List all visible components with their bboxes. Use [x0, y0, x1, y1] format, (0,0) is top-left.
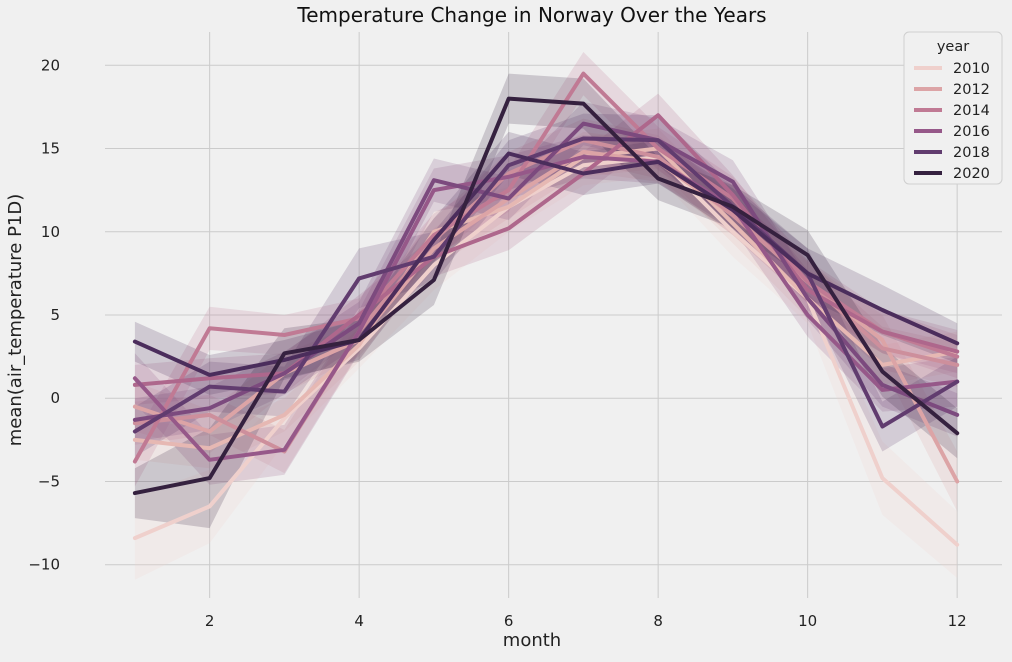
- axis-ticks: 2 4 6 8 10 12 −10 −5 0 5 10 15 20: [28, 56, 966, 630]
- legend-label-2020: 2020: [953, 166, 990, 182]
- series-line-2017: [132, 121, 960, 422]
- y-tick-label: 5: [50, 306, 60, 324]
- y-tick-label: −5: [38, 472, 60, 490]
- legend-label-2010: 2010: [953, 61, 990, 77]
- legend: year 2010 2012 2014 2016 2018 2020: [903, 31, 1003, 185]
- x-tick-label: 2: [205, 612, 215, 630]
- x-tick-label: 6: [504, 612, 514, 630]
- legend-label-2012: 2012: [953, 82, 990, 98]
- y-tick-label: 15: [41, 140, 60, 158]
- series-line-2016: [132, 154, 960, 462]
- series-line-2011: [132, 146, 960, 451]
- series-line-2018: [132, 136, 960, 434]
- series-lines: [132, 71, 960, 547]
- y-axis-label: mean(air_temperature P1D): [5, 194, 26, 447]
- x-axis-label: month: [503, 630, 561, 651]
- x-tick-label: 4: [354, 612, 364, 630]
- series-line-2013: [132, 138, 960, 454]
- legend-title: year: [937, 39, 969, 55]
- ci-band-2018: [134, 113, 958, 457]
- series-line-2014: [132, 71, 960, 464]
- legend-label-2014: 2014: [953, 103, 990, 119]
- legend-label-2016: 2016: [953, 124, 990, 140]
- y-tick-label: 10: [41, 223, 60, 241]
- x-tick-label: 10: [798, 612, 817, 630]
- y-tick-label: −10: [28, 556, 60, 574]
- chart-title: Temperature Change in Norway Over the Ye…: [296, 3, 766, 27]
- y-tick-label: 20: [41, 56, 60, 74]
- legend-label-2018: 2018: [953, 145, 990, 161]
- series-line-2019: [132, 151, 960, 377]
- ci-band-2017: [134, 101, 958, 442]
- ci-band-2020: [134, 73, 958, 529]
- x-tick-label: 8: [653, 612, 663, 630]
- series-line-2020: [132, 96, 960, 496]
- y-tick-label: 0: [50, 389, 60, 407]
- ci-band-2013: [134, 118, 958, 474]
- ci-band-2011: [134, 128, 958, 469]
- x-tick-label: 12: [948, 612, 967, 630]
